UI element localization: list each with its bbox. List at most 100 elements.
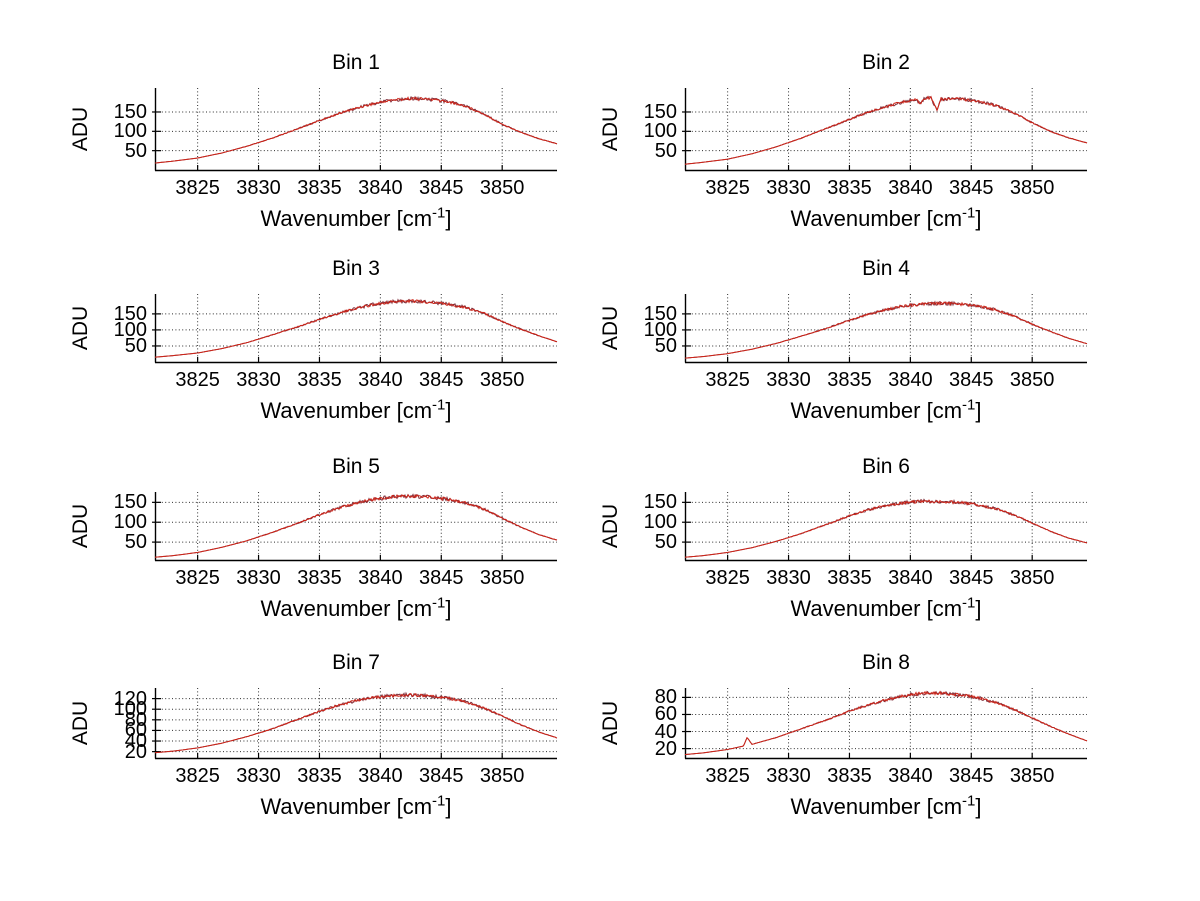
x-axis-label-superscript: -1: [962, 792, 976, 810]
x-tick-label: 3845: [419, 369, 464, 391]
tick-marks: [152, 698, 503, 758]
x-tick-label: 3840: [358, 567, 403, 589]
x-axis-label: Wavenumber [cm-1]: [685, 596, 1087, 622]
y-tick-label: 100: [113, 318, 147, 341]
x-axis-label: Wavenumber [cm-1]: [155, 206, 557, 232]
x-axis-label-text-end: ]: [445, 206, 452, 231]
subplot-title: Bin 6: [862, 455, 910, 478]
y-tick-label: 40: [124, 730, 147, 753]
x-tick-label: 3835: [827, 177, 872, 199]
subplot-title: Bin 5: [332, 455, 380, 478]
y-tick-label: 50: [124, 334, 147, 357]
plot-area: [682, 294, 1088, 364]
y-tick-label: 100: [113, 511, 147, 534]
x-tick-label: 3850: [479, 765, 525, 787]
x-tick-label: 3840: [358, 177, 403, 199]
x-tick-label: 3835: [297, 765, 342, 787]
x-axis-label-text: Wavenumber [cm: [790, 398, 963, 423]
x-axis-label-superscript: -1: [432, 204, 446, 222]
x-axis-label-superscript: -1: [432, 792, 446, 810]
x-tick-label: 3845: [949, 567, 994, 589]
x-axis-label: Wavenumber [cm-1]: [155, 596, 557, 622]
x-tick-label: 3840: [888, 369, 933, 391]
x-tick-label: 3845: [419, 177, 464, 199]
axes: [684, 88, 1087, 172]
x-tick-label: 3830: [766, 369, 811, 391]
spectrum-line: [684, 690, 1088, 756]
plot-area: [152, 88, 558, 172]
x-tick-label: 3825: [175, 567, 220, 589]
spectrum-line: [154, 299, 558, 358]
x-axis-label-text-end: ]: [445, 398, 452, 423]
subplot-title: Bin 8: [862, 651, 910, 674]
x-tick-label: 3825: [705, 369, 750, 391]
x-tick-label: 3835: [297, 567, 342, 589]
x-tick-label: 3840: [358, 369, 403, 391]
x-tick-label: 3845: [419, 765, 464, 787]
x-tick-label: 3845: [949, 765, 994, 787]
x-tick-label: 3830: [766, 567, 811, 589]
y-tick-label: 50: [654, 334, 677, 357]
spectrum-line: [684, 301, 1088, 359]
x-axis-label-text: Wavenumber [cm: [260, 794, 433, 819]
plot-area: [682, 88, 1088, 172]
y-tick-label: 60: [124, 719, 147, 742]
axes: [154, 294, 557, 364]
gridlines: [155, 294, 557, 362]
axes: [154, 88, 557, 172]
plot-area: [152, 294, 558, 364]
spectrum-line: [154, 493, 558, 558]
x-axis-label-text: Wavenumber [cm: [790, 794, 963, 819]
tick-marks: [152, 313, 503, 362]
x-axis-label-superscript: -1: [962, 594, 976, 612]
y-tick-label: 80: [654, 686, 677, 709]
y-tick-label: 100: [643, 120, 677, 143]
subplot-title: Bin 2: [862, 51, 910, 74]
axes: [154, 688, 557, 760]
x-axis-label-text: Wavenumber [cm: [790, 206, 963, 231]
x-axis-label-superscript: -1: [432, 396, 446, 414]
y-tick-label: 40: [654, 720, 677, 743]
subplot-title: Bin 7: [332, 651, 380, 674]
tick-marks: [682, 696, 1033, 758]
x-tick-label: 3835: [297, 369, 342, 391]
y-tick-label: 120: [113, 687, 147, 710]
gridlines: [685, 294, 1087, 362]
x-tick-label: 3840: [888, 567, 933, 589]
plot-area: [682, 492, 1088, 562]
y-tick-label: 100: [643, 511, 677, 534]
x-tick-label: 3850: [1009, 765, 1055, 787]
x-tick-label: 3840: [888, 765, 933, 787]
y-tick-label: 100: [643, 318, 677, 341]
x-tick-label: 3825: [705, 765, 750, 787]
x-tick-label: 3830: [766, 765, 811, 787]
x-axis-label: Wavenumber [cm-1]: [155, 794, 557, 820]
y-tick-label: 50: [124, 531, 147, 554]
x-tick-label: 3840: [888, 177, 933, 199]
x-tick-label: 3825: [705, 567, 750, 589]
axes: [684, 492, 1087, 562]
x-tick-label: 3845: [949, 177, 994, 199]
x-tick-label: 3830: [236, 567, 281, 589]
tick-marks: [152, 501, 503, 560]
x-tick-label: 3830: [766, 177, 811, 199]
x-axis-label-superscript: -1: [432, 594, 446, 612]
plot-area: [682, 688, 1088, 760]
plot-area: [152, 492, 558, 562]
x-tick-label: 3830: [236, 177, 281, 199]
y-tick-label: 50: [654, 139, 677, 162]
spectrum-line: [684, 95, 1088, 165]
y-tick-label: 80: [124, 708, 147, 731]
x-axis-label-superscript: -1: [962, 204, 976, 222]
axes: [154, 492, 557, 562]
spectrum-line: [684, 499, 1088, 558]
x-tick-label: 3835: [827, 765, 872, 787]
x-tick-label: 3825: [175, 369, 220, 391]
subplot-title: Bin 3: [332, 257, 380, 280]
x-tick-label: 3850: [479, 369, 525, 391]
gridlines: [685, 88, 1087, 170]
spectrum-line-shadow: [154, 493, 558, 558]
x-tick-label: 3830: [236, 369, 281, 391]
y-tick-label: 20: [124, 740, 147, 763]
gridlines: [155, 688, 557, 758]
